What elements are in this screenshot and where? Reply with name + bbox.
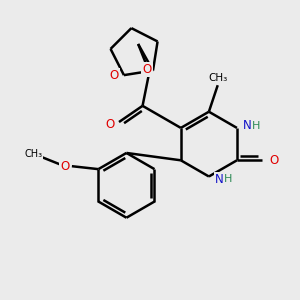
Text: O: O [110,69,119,82]
Text: N: N [215,173,224,186]
Text: O: O [269,154,278,167]
Text: H: H [252,121,260,130]
Text: CH₃: CH₃ [25,149,43,159]
Text: O: O [142,63,152,76]
Text: N: N [243,119,252,132]
Text: CH₃: CH₃ [208,73,227,83]
Text: H: H [224,174,232,184]
Text: O: O [60,160,69,173]
Text: O: O [106,118,115,131]
